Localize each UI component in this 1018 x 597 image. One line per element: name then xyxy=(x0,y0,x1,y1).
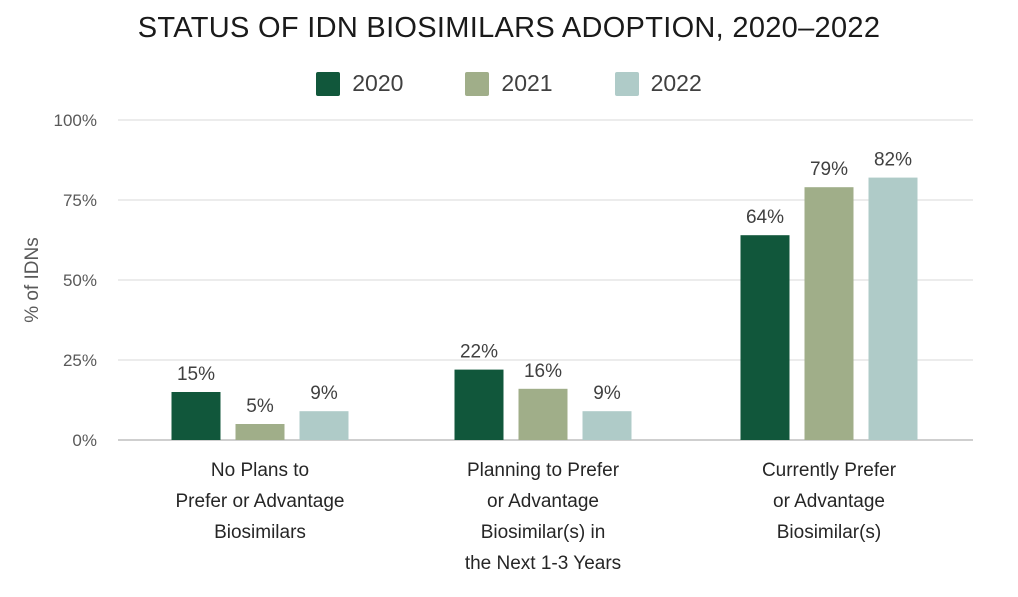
chart-title: STATUS OF IDN BIOSIMILARS ADOPTION, 2020… xyxy=(137,12,881,44)
data-label-2021-cat3: 79% xyxy=(810,159,848,180)
data-label-2021-cat1: 5% xyxy=(246,396,274,417)
y-axis-label: % of IDNs xyxy=(22,237,43,323)
data-label-2020-cat2: 22% xyxy=(460,342,498,363)
y-tick-label: 50% xyxy=(63,271,97,290)
legend-swatch-2021 xyxy=(465,71,490,96)
legend-label-2022: 2022 xyxy=(650,70,702,96)
bar-2021-cat3 xyxy=(804,187,854,440)
legend-swatch-2022 xyxy=(614,71,639,96)
x-tick-label-line: Biosimilar(s) xyxy=(777,522,882,543)
x-tick-label-cat3: Currently Prefer or Advantage Biosimilar(s… xyxy=(762,460,897,543)
bar-2022-cat3 xyxy=(868,177,918,440)
chart-legend: 2020 2021 2022 xyxy=(0,70,1018,97)
data-label-2022-cat1: 9% xyxy=(310,383,338,404)
x-tick-label-line: Biosimilars xyxy=(214,522,306,543)
x-tick-label-line: the Next 1-3 Years xyxy=(465,553,621,574)
x-tick-label-cat1: No Plans to Prefer or Advantage Biosimilar… xyxy=(176,460,345,543)
x-tick-label-line: Biosimilar(s) in xyxy=(481,522,606,543)
data-label-2022-cat3: 82% xyxy=(874,150,912,171)
data-label-2021-cat2: 16% xyxy=(524,361,562,382)
bar-2020-cat3 xyxy=(740,235,790,440)
x-tick-label-line: or Advantage xyxy=(773,491,885,512)
x-tick-label-line: Currently Prefer xyxy=(762,460,897,481)
data-label-2020-cat1: 15% xyxy=(177,364,215,385)
legend-item-2021: 2021 xyxy=(465,70,553,97)
y-tick-label: 75% xyxy=(63,191,97,210)
legend-swatch-2020 xyxy=(316,71,341,96)
data-label-2022-cat2: 9% xyxy=(593,383,621,404)
bar-2022-cat2 xyxy=(582,411,632,440)
legend-item-2020: 2020 xyxy=(316,70,403,97)
x-tick-label-line: No Plans to xyxy=(211,460,309,481)
legend-label-2021: 2021 xyxy=(501,70,553,96)
bar-2020-cat1 xyxy=(171,392,221,440)
bar-2021-cat2 xyxy=(518,388,568,440)
x-tick-label-line: Planning to Prefer xyxy=(467,460,620,481)
bar-2022-cat1 xyxy=(299,411,349,440)
x-tick-label-line: Prefer or Advantage xyxy=(176,491,345,512)
legend-label-2020: 2020 xyxy=(352,70,404,96)
y-tick-label: 25% xyxy=(63,351,97,370)
legend-item-2022: 2022 xyxy=(614,70,702,97)
y-tick-label: 0% xyxy=(72,431,97,450)
bar-2020-cat2 xyxy=(454,369,504,440)
bar-2021-cat1 xyxy=(235,424,285,440)
y-tick-label: 100% xyxy=(54,111,97,130)
data-label-2020-cat3: 64% xyxy=(746,207,784,228)
x-tick-label-line: or Advantage xyxy=(487,491,599,512)
x-tick-label-cat2: Planning to Prefer or Advantage Biosimilar… xyxy=(465,460,621,574)
